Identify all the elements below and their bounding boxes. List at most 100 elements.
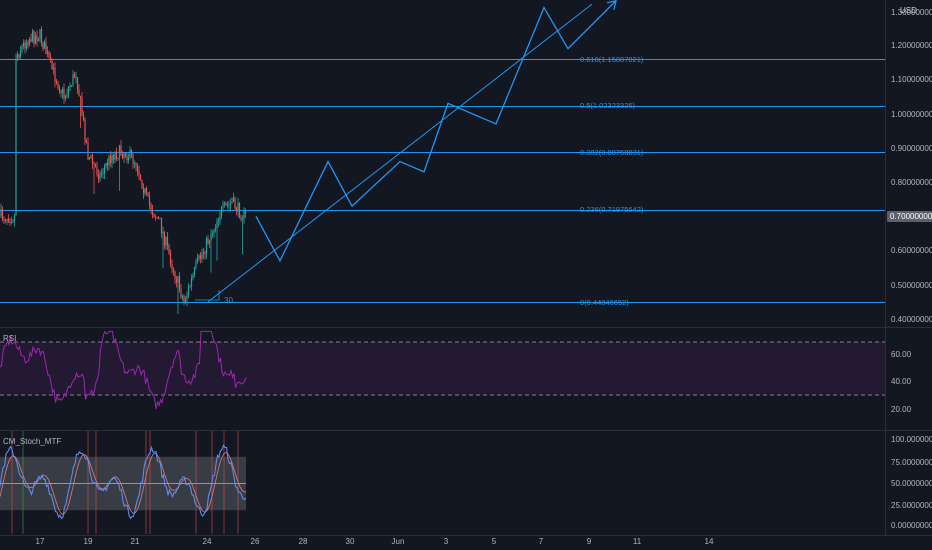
- fib-level-label[interactable]: 0.236(0.71975642): [580, 205, 644, 214]
- candle-body: [93, 163, 95, 165]
- candle-body: [180, 288, 182, 298]
- date-tick: 19: [83, 537, 93, 546]
- candle-body: [174, 271, 176, 279]
- candle-body: [24, 42, 26, 49]
- candle-body: [84, 119, 86, 142]
- candle-body: [39, 29, 41, 40]
- price-tick: 1.20000000: [891, 41, 932, 50]
- candle-body: [243, 210, 245, 220]
- price-tick: 0.40000000: [891, 315, 932, 324]
- date-tick: 9: [586, 537, 592, 546]
- projection-path: [255, 0, 617, 263]
- candle-body: [120, 145, 122, 155]
- candle-body: [175, 278, 178, 283]
- candle-body: [109, 155, 112, 164]
- candle-body: [46, 51, 49, 54]
- candle-body: [52, 67, 55, 70]
- candle-body: [115, 152, 118, 160]
- candle-body: [208, 240, 211, 244]
- candle-body: [187, 286, 190, 295]
- pane-separator[interactable]: [0, 327, 932, 328]
- candle-body: [25, 42, 28, 49]
- candle-body: [51, 58, 53, 70]
- candle-body: [139, 175, 142, 181]
- candle-body: [142, 188, 145, 194]
- candle-body: [147, 192, 149, 197]
- candle-body: [136, 165, 139, 172]
- candle-body: [7, 219, 10, 223]
- fib-level-label[interactable]: 0.382(0.88758831): [580, 148, 644, 157]
- candle-body: [229, 203, 232, 205]
- candle-body: [162, 232, 164, 234]
- candle-body: [34, 35, 37, 44]
- candle-body: [40, 29, 43, 43]
- candle-body: [4, 219, 7, 221]
- time-axis-separator: [0, 535, 932, 536]
- candle-body: [186, 294, 188, 301]
- pane-separator[interactable]: [0, 430, 932, 431]
- candle-body: [6, 219, 8, 221]
- candle-body: [201, 253, 203, 259]
- candle-body: [235, 208, 238, 212]
- candle-body: [0, 209, 2, 217]
- candle-body: [207, 238, 209, 244]
- candle-body: [57, 83, 59, 89]
- candle-body: [148, 196, 151, 205]
- candle-body: [87, 143, 89, 160]
- candle-body: [151, 210, 154, 215]
- candle-body: [1, 209, 4, 220]
- candle-body: [48, 51, 50, 58]
- date-tick: 30: [345, 537, 355, 546]
- candle-body: [240, 217, 242, 220]
- candle-body: [19, 51, 22, 57]
- candle-body: [193, 267, 196, 275]
- candle-body: [13, 215, 16, 222]
- candle-body: [105, 163, 107, 167]
- candle-body: [121, 154, 124, 159]
- stoch-title[interactable]: CM_Stoch_MTF: [3, 437, 62, 446]
- date-tick: 7: [538, 537, 544, 546]
- candle-body: [234, 197, 236, 209]
- candle-body: [159, 217, 161, 219]
- date-tick: 3: [443, 537, 449, 546]
- date-tick: 17: [35, 537, 45, 546]
- rsi-title[interactable]: RSI: [3, 334, 17, 343]
- candle-body: [33, 31, 35, 44]
- candle-body: [163, 232, 166, 246]
- candle-body: [141, 180, 143, 189]
- date-tick: 11: [632, 537, 642, 546]
- fib-level-label[interactable]: 0.618(1.15887821): [580, 55, 644, 64]
- candle-body: [144, 188, 146, 194]
- candle-body: [126, 156, 128, 161]
- candle-body: [28, 39, 31, 45]
- candle-body: [88, 157, 91, 160]
- date-tick: 21: [130, 537, 140, 546]
- price-tick: 0.90000000: [891, 144, 932, 153]
- candle-body: [133, 162, 136, 164]
- candle-body: [114, 152, 116, 160]
- candle-body: [138, 171, 140, 176]
- candle-body: [213, 229, 215, 234]
- candle-body: [165, 237, 167, 246]
- stoch-tick: 50.00000000: [891, 479, 932, 488]
- candle-body: [211, 233, 214, 235]
- fib-level-label[interactable]: 0(0.44846652): [580, 298, 629, 307]
- fib-level-label[interactable]: 0.5(1.02323326): [580, 101, 636, 110]
- candle-body: [189, 285, 191, 287]
- candle-body: [21, 45, 23, 52]
- candle-body: [61, 88, 64, 93]
- candle-body: [63, 88, 65, 99]
- candle-body: [12, 221, 14, 223]
- price-tick: 1.00000000: [891, 110, 932, 119]
- candle-body: [171, 264, 173, 269]
- candle-body: [132, 154, 134, 164]
- current-price-badge: 0.70000000: [887, 211, 932, 222]
- candle-body: [42, 42, 44, 49]
- candle-body: [64, 95, 67, 99]
- stoch-k-line: [0, 444, 247, 520]
- candle-body: [223, 203, 226, 205]
- candle-body: [73, 74, 76, 78]
- candle-body: [183, 296, 185, 303]
